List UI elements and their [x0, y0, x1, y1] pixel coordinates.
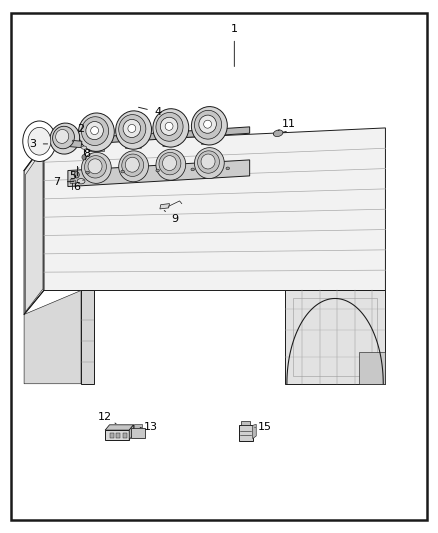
Ellipse shape: [191, 107, 227, 145]
Polygon shape: [24, 290, 81, 384]
Polygon shape: [241, 421, 250, 425]
Polygon shape: [44, 128, 385, 290]
Circle shape: [23, 121, 56, 161]
Ellipse shape: [191, 168, 194, 171]
Ellipse shape: [123, 119, 141, 138]
Ellipse shape: [88, 159, 102, 174]
Ellipse shape: [156, 112, 183, 141]
Polygon shape: [359, 352, 385, 384]
Ellipse shape: [194, 148, 224, 179]
Ellipse shape: [125, 157, 139, 172]
Polygon shape: [160, 204, 170, 209]
Text: 13: 13: [140, 423, 158, 432]
Ellipse shape: [153, 109, 189, 147]
Ellipse shape: [198, 151, 219, 173]
Ellipse shape: [116, 111, 152, 149]
Circle shape: [28, 127, 51, 155]
Ellipse shape: [156, 169, 159, 172]
Text: 7: 7: [53, 177, 74, 187]
Bar: [123, 433, 127, 438]
Polygon shape: [105, 430, 129, 440]
Ellipse shape: [156, 149, 186, 180]
Bar: [110, 433, 114, 438]
Ellipse shape: [78, 113, 114, 151]
Ellipse shape: [50, 123, 80, 154]
Polygon shape: [25, 149, 43, 312]
Text: 15: 15: [255, 423, 272, 432]
Ellipse shape: [81, 146, 87, 149]
Ellipse shape: [160, 117, 178, 135]
Text: 8: 8: [83, 149, 90, 160]
Polygon shape: [134, 424, 142, 428]
Text: 5: 5: [69, 168, 79, 181]
Polygon shape: [253, 424, 256, 439]
Text: 2: 2: [72, 124, 85, 141]
Bar: [116, 433, 120, 438]
Ellipse shape: [201, 154, 215, 169]
Ellipse shape: [204, 120, 212, 128]
Ellipse shape: [273, 130, 283, 136]
Text: 11: 11: [278, 119, 296, 131]
Text: 12: 12: [98, 412, 116, 424]
Ellipse shape: [128, 124, 136, 133]
Ellipse shape: [77, 179, 85, 184]
Ellipse shape: [199, 115, 216, 133]
Polygon shape: [88, 146, 104, 151]
Polygon shape: [72, 127, 250, 145]
Circle shape: [74, 172, 79, 178]
Polygon shape: [68, 160, 250, 187]
Text: 6: 6: [73, 180, 83, 191]
Ellipse shape: [81, 152, 111, 183]
Polygon shape: [163, 140, 179, 147]
Polygon shape: [201, 138, 217, 144]
Ellipse shape: [165, 122, 173, 131]
Polygon shape: [285, 290, 385, 384]
Polygon shape: [126, 143, 141, 149]
Ellipse shape: [226, 167, 230, 169]
Polygon shape: [131, 428, 145, 438]
Ellipse shape: [119, 115, 146, 143]
Ellipse shape: [91, 126, 99, 135]
Ellipse shape: [122, 154, 144, 176]
Ellipse shape: [85, 156, 106, 178]
Polygon shape: [81, 290, 94, 384]
Ellipse shape: [86, 171, 89, 174]
Ellipse shape: [194, 110, 222, 139]
Text: 3: 3: [29, 139, 48, 149]
Polygon shape: [24, 144, 44, 314]
Ellipse shape: [86, 122, 103, 140]
Ellipse shape: [119, 151, 148, 182]
Ellipse shape: [162, 156, 177, 171]
Ellipse shape: [81, 117, 109, 146]
Polygon shape: [105, 425, 134, 430]
Polygon shape: [239, 425, 253, 441]
Text: 9: 9: [164, 211, 179, 223]
Ellipse shape: [56, 130, 69, 143]
Circle shape: [82, 155, 86, 160]
Text: 1: 1: [231, 25, 238, 67]
Ellipse shape: [53, 126, 74, 149]
Polygon shape: [70, 180, 75, 184]
Polygon shape: [129, 425, 134, 440]
Text: 4: 4: [138, 107, 161, 117]
Ellipse shape: [159, 152, 181, 175]
Polygon shape: [69, 140, 82, 148]
Ellipse shape: [121, 170, 124, 173]
